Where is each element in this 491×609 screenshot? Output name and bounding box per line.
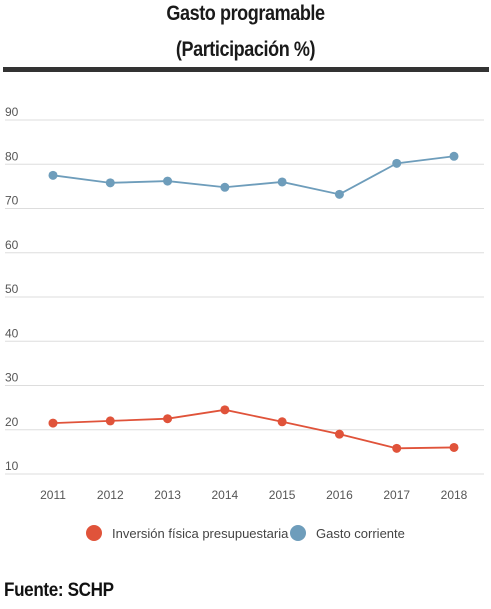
- data-point-0-2018: [449, 442, 459, 452]
- data-point-1-2015: [277, 177, 287, 187]
- legend-marker-corriente: [290, 525, 306, 541]
- series-line-0: [52, 408, 455, 450]
- y-tick-label-30: 30: [5, 371, 19, 385]
- x-tick-label-2016: 2016: [326, 488, 353, 502]
- y-tick-label-40: 40: [5, 326, 19, 340]
- y-tick-label-70: 70: [5, 194, 19, 208]
- x-tick-label-2017: 2017: [383, 488, 410, 502]
- legend-item-inversion[interactable]: Inversión física presupuestaria: [86, 525, 288, 541]
- y-tick-label-80: 80: [5, 149, 19, 163]
- data-point-0-2012: [105, 416, 115, 426]
- legend-label-corriente: Gasto corriente: [316, 525, 405, 541]
- legend-item-corriente[interactable]: Gasto corriente: [290, 525, 405, 541]
- data-point-0-2011: [48, 418, 58, 428]
- x-tick-label-2014: 2014: [212, 488, 239, 502]
- line-chart: 10 20 30 40 50 60 70 80 90 2011 2012 2013 2014 2015 20…: [5, 105, 484, 502]
- x-tick-label-2018: 2018: [441, 488, 468, 502]
- x-tick-label-2013: 2013: [154, 488, 181, 502]
- chart-subtitle: (Participación %): [175, 38, 316, 61]
- data-point-0-2015: [277, 417, 287, 427]
- data-point-0-2017: [392, 443, 402, 453]
- x-tick-label-2015: 2015: [269, 488, 296, 502]
- y-tick-label-50: 50: [5, 282, 19, 296]
- y-tick-label-90: 90: [5, 105, 19, 119]
- y-tick-label-10: 10: [5, 459, 19, 473]
- series-line-1: [52, 155, 455, 196]
- data-point-0-2013: [163, 414, 173, 424]
- legend-label-inversion: Inversión física presupuestaria: [112, 525, 289, 541]
- chart-title: Gasto programable: [166, 2, 325, 25]
- data-point-1-2018: [449, 151, 459, 161]
- source-note: Fuente: SCHP: [4, 580, 114, 601]
- y-tick-label-60: 60: [5, 238, 19, 252]
- data-point-1-2012: [105, 178, 115, 188]
- data-point-0-2016: [334, 429, 344, 439]
- x-tick-label-2011: 2011: [40, 488, 66, 502]
- data-point-1-2017: [392, 158, 402, 168]
- y-tick-label-20: 20: [5, 415, 19, 429]
- data-point-1-2013: [163, 176, 173, 186]
- data-point-1-2011: [48, 170, 58, 180]
- data-point-0-2014: [220, 405, 230, 415]
- data-point-1-2016: [334, 189, 344, 199]
- data-point-1-2014: [220, 182, 230, 192]
- x-tick-label-2012: 2012: [97, 488, 124, 502]
- legend-marker-inversion: [86, 525, 102, 541]
- title-divider: [3, 67, 489, 72]
